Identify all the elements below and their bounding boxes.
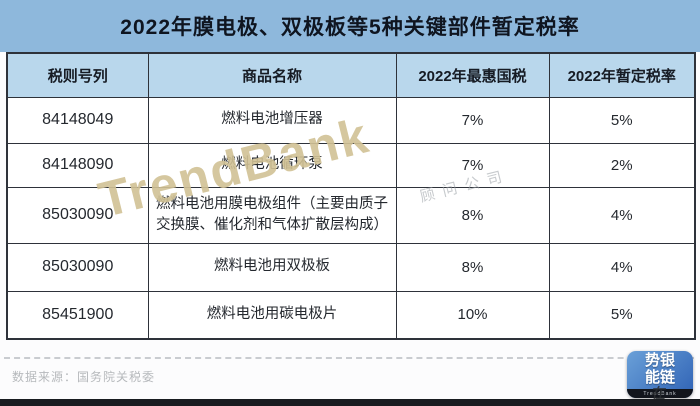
logo-band: TrendBank: [627, 389, 693, 398]
cell-name: 燃料电池增压器: [147, 96, 397, 144]
dashed-divider: [4, 357, 694, 359]
logo-line1: 势银: [644, 352, 675, 369]
cell-provisional: 4%: [548, 186, 696, 244]
cell-name: 燃料电池循环泵: [147, 142, 397, 188]
header-cell-code: 税则号列: [6, 52, 149, 98]
cell-code: 85451900: [6, 290, 149, 340]
header-cell-mfn: 2022年最惠国税: [395, 52, 550, 98]
cell-mfn: 10%: [395, 290, 550, 340]
overlay-watermark-text: 在: [650, 385, 668, 401]
header-cell-provisional: 2022年暂定税率: [548, 52, 696, 98]
logo-line2: 能链: [644, 368, 675, 386]
page-title: 2022年膜电极、双极板等5种关键部件暂定税率: [120, 16, 580, 39]
cell-mfn: 7%: [395, 142, 550, 188]
bottom-edge-bar: [0, 399, 700, 406]
cell-provisional: 5%: [548, 96, 696, 144]
source-note: 数据来源：国务院关税委: [12, 370, 156, 384]
cell-name: 燃料电池用膜电极组件（主要由质子交换膜、催化剂和气体扩散层构成）: [147, 186, 397, 244]
brand-logo: 势银 能链 TrendBank: [627, 351, 693, 398]
cell-code: 84148090: [6, 142, 149, 188]
cell-provisional: 5%: [548, 290, 696, 340]
table-row: 85030090 燃料电池用双极板 8% 4%: [6, 242, 696, 292]
table-row: 85451900 燃料电池用碳电极片 10% 5%: [6, 290, 696, 340]
cell-mfn: 8%: [395, 186, 550, 244]
tariff-table: 税则号列 商品名称 2022年最惠国税 2022年暂定税率 84148049 燃…: [6, 52, 696, 340]
cell-mfn: 8%: [395, 242, 550, 292]
cell-code: 85030090: [6, 186, 149, 244]
table-header-row: 税则号列 商品名称 2022年最惠国税 2022年暂定税率: [6, 52, 696, 98]
logo-band-text: TrendBank: [643, 390, 677, 397]
cell-name: 燃料电池用双极板: [147, 242, 397, 292]
cell-mfn: 7%: [395, 96, 550, 144]
cell-provisional: 4%: [548, 242, 696, 292]
cell-name: 燃料电池用碳电极片: [147, 290, 397, 340]
cell-code: 85030090: [6, 242, 149, 292]
header-cell-name: 商品名称: [147, 52, 397, 98]
cell-provisional: 2%: [548, 142, 696, 188]
cell-code: 84148049: [6, 96, 149, 144]
table-row: 84148090 燃料电池循环泵 7% 2%: [6, 142, 696, 188]
table-row: 84148049 燃料电池增压器 7% 5%: [6, 96, 696, 144]
table-row: 85030090 燃料电池用膜电极组件（主要由质子交换膜、催化剂和气体扩散层构成…: [6, 186, 696, 244]
title-banner: 2022年膜电极、双极板等5种关键部件暂定税率: [0, 0, 700, 52]
